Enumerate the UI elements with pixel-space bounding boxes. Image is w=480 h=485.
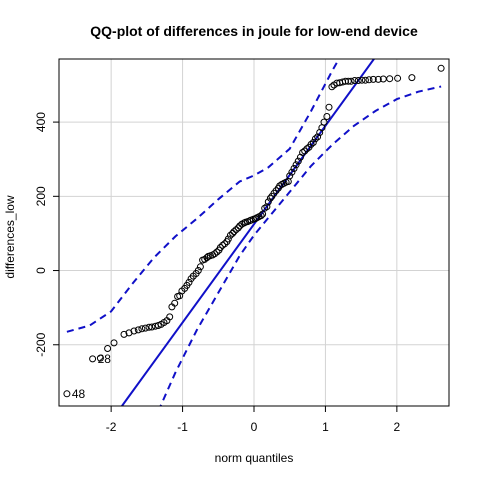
data-point [234,224,242,232]
data-point [264,198,272,206]
data-point [386,75,394,83]
data-point [365,76,373,84]
chart-title: QQ-plot of differences in joule for low-… [90,23,418,39]
data-point [320,118,328,126]
data-point [145,323,153,331]
data-point [89,355,97,363]
data-point [374,75,382,83]
point-label: 48 [72,387,86,401]
data-point [257,212,265,220]
reference-line-group [120,59,376,406]
data-point [211,250,219,258]
data-point [194,267,202,274]
data-point [394,74,402,82]
data-points [63,64,445,398]
data-point [120,330,128,338]
data-point [314,133,322,141]
data-point [203,254,211,262]
data-point [141,324,149,332]
data-point [328,83,336,91]
data-point [166,313,174,321]
data-point [130,327,138,335]
data-point [311,135,319,143]
data-point [347,77,355,85]
data-point [96,354,104,362]
data-point [354,77,362,84]
data-point [307,140,315,148]
data-point [226,231,234,239]
grid [59,59,449,406]
y-tick-label: 400 [34,112,48,132]
data-point [263,203,271,211]
x-tick-label: -2 [106,420,117,434]
data-point [437,64,445,72]
data-point [290,165,298,172]
x-axis-label: norm quantiles [215,451,294,465]
data-point [110,339,118,347]
data-point [358,76,366,84]
data-point [292,161,300,169]
data-point [288,168,296,176]
y-tick-label: 200 [34,186,48,206]
point-labels: 48 28 [72,352,111,401]
data-point [309,139,317,146]
data-point [303,145,311,153]
data-point [408,74,416,82]
x-tick-label: 1 [322,420,329,434]
x-tick-label: 0 [251,420,258,434]
data-point [294,157,302,165]
reference-line [120,59,376,406]
x-tick-label: 2 [394,420,401,434]
confidence-envelope [66,59,442,406]
data-point [361,76,369,84]
data-point [134,326,142,334]
data-point [259,210,267,218]
data-point [351,77,359,84]
data-point [216,244,224,251]
x-tick-label: -1 [177,420,188,434]
data-point [224,235,232,243]
data-point [230,228,238,236]
data-point [286,172,294,180]
y-axis-label: differences_low [3,195,17,278]
data-point [232,226,240,234]
point-label: 28 [98,352,112,366]
data-point [219,241,227,249]
data-point [229,229,237,237]
data-point [185,278,193,286]
data-point [221,240,229,248]
data-point [299,149,307,156]
data-point [213,248,221,256]
data-point [369,75,377,83]
data-point [325,103,333,111]
data-point [196,263,204,271]
data-point [63,390,71,398]
data-point [323,113,331,120]
data-point [171,299,179,307]
y-tick-label: 0 [34,267,48,274]
axes: -2 -1 0 1 2 -200 0 200 400 [34,58,450,434]
y-tick-label: -200 [34,332,48,356]
envelope-upper-line [66,59,341,333]
data-point [301,147,309,155]
envelope-lower-line [159,85,442,406]
data-point [266,194,274,202]
data-point [138,325,146,333]
data-point [104,345,112,352]
data-point [148,323,156,331]
